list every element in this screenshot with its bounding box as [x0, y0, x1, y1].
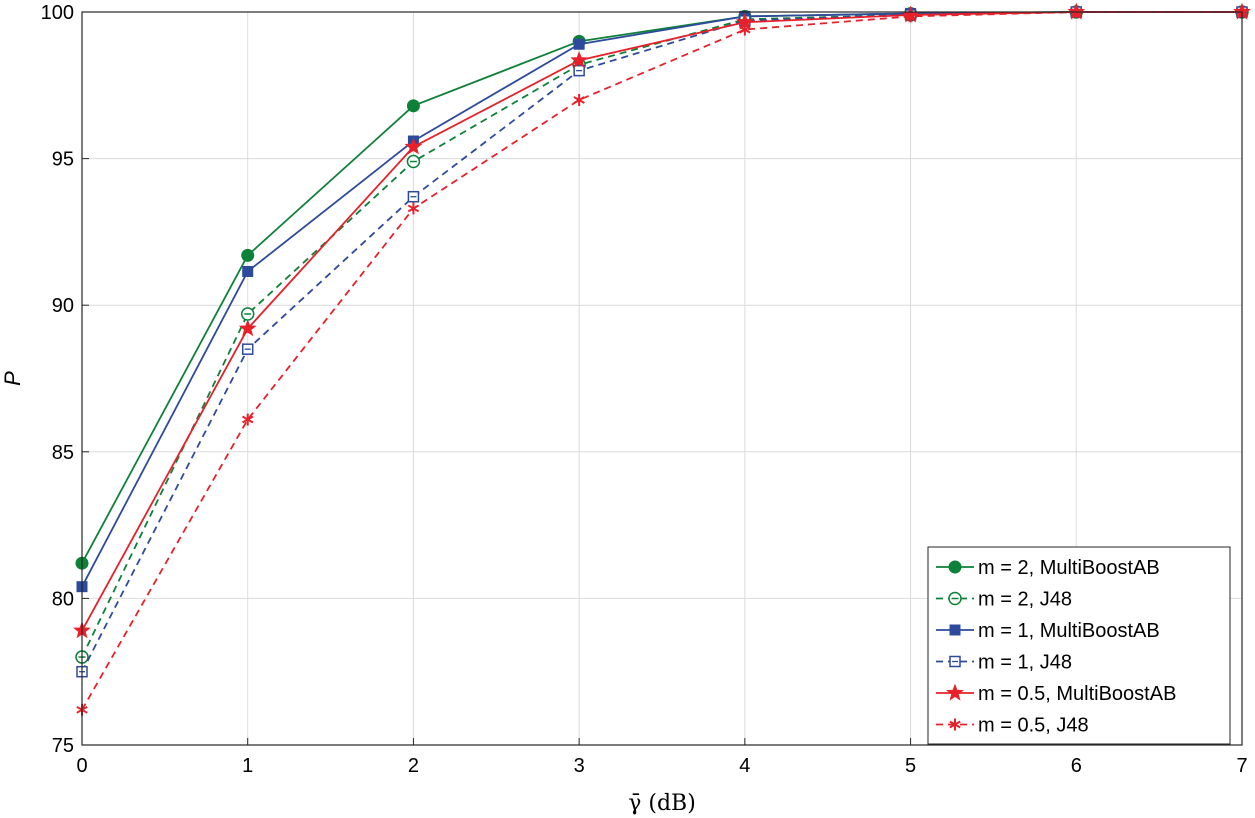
marker-stroke	[904, 12, 917, 21]
y-tick-label: 75	[52, 735, 74, 757]
legend-marker	[949, 718, 961, 731]
legend-label: m = 2, J48	[978, 589, 1072, 611]
data-point	[573, 38, 585, 50]
x-axis-label: γ̄ (dB)	[628, 791, 696, 816]
series-line	[81, 11, 1242, 632]
marker-stroke	[407, 204, 420, 213]
x-tick-label: 5	[905, 755, 916, 777]
legend-marker	[949, 655, 961, 668]
legend-box	[927, 546, 1231, 745]
legend-marker	[946, 683, 964, 701]
y-tick-label: 90	[52, 295, 74, 317]
data-point	[407, 190, 420, 203]
x-tick-label: 7	[1236, 755, 1247, 777]
legend-entry: m = 1, MultiBoostAB	[936, 620, 1160, 642]
data-point	[404, 137, 423, 155]
series-line	[81, 11, 1242, 588]
legend-label: m = 0.5, J48	[978, 715, 1089, 737]
legend-entry: m = 0.5, J48	[936, 715, 1089, 737]
legend-label: m = 1, MultiBoostAB	[978, 620, 1160, 642]
legend-marker	[949, 624, 961, 636]
legend-label: m = 2, MultiBoostAB	[978, 557, 1160, 579]
data-point	[739, 23, 751, 36]
marker-stroke	[242, 415, 254, 424]
data-point	[573, 64, 585, 77]
legend-entry: m = 2, J48	[936, 589, 1072, 611]
y-axis-label: P	[0, 371, 25, 386]
y-tick-label: 100	[41, 2, 74, 24]
data-point	[240, 307, 255, 321]
legend-entry: m = 1, J48	[936, 652, 1072, 674]
x-tick-label: 0	[76, 755, 87, 777]
series-2	[76, 6, 1248, 593]
data-point	[406, 99, 420, 113]
tick-labels: 0 1 2 3 4 5 6 7 75 80 85 90 95 100	[41, 2, 1248, 777]
data-point	[573, 93, 585, 106]
x-tick-label: 6	[1071, 755, 1082, 777]
legend-marker	[948, 560, 962, 574]
legend: m = 2, MultiBoostAB m = 2, J48 m = 1, Mult…	[927, 546, 1231, 745]
data-point	[406, 154, 421, 169]
y-tick-label: 80	[52, 588, 74, 610]
series-line	[81, 11, 1242, 564]
x-tick-label: 2	[408, 755, 419, 777]
data-point	[238, 319, 257, 337]
legend-entry: m = 0.5, MultiBoostAB	[936, 683, 1176, 705]
marker-stroke	[739, 25, 751, 34]
data-point	[241, 343, 254, 355]
legend-label: m = 1, J48	[978, 652, 1072, 674]
data-point	[407, 202, 420, 215]
marker-stroke	[949, 720, 961, 729]
legend-label: m = 0.5, MultiBoostAB	[978, 683, 1176, 705]
x-tick-label: 4	[739, 755, 750, 777]
data-point	[570, 51, 589, 68]
plot-frame	[81, 11, 1243, 746]
y-tick-label: 95	[52, 149, 74, 171]
legend-marker	[948, 591, 962, 606]
series-4	[73, 2, 1251, 639]
data-point	[242, 265, 254, 277]
x-tick-label: 1	[242, 755, 253, 777]
legend-entry: m = 2, MultiBoostAB	[936, 557, 1160, 579]
series-line	[81, 11, 1242, 711]
data-point	[241, 248, 255, 262]
marker-stroke	[573, 96, 585, 104]
data-point	[242, 413, 254, 426]
y-tick-label: 85	[52, 442, 74, 464]
series-0	[75, 5, 1249, 570]
x-tick-label: 3	[574, 755, 585, 777]
